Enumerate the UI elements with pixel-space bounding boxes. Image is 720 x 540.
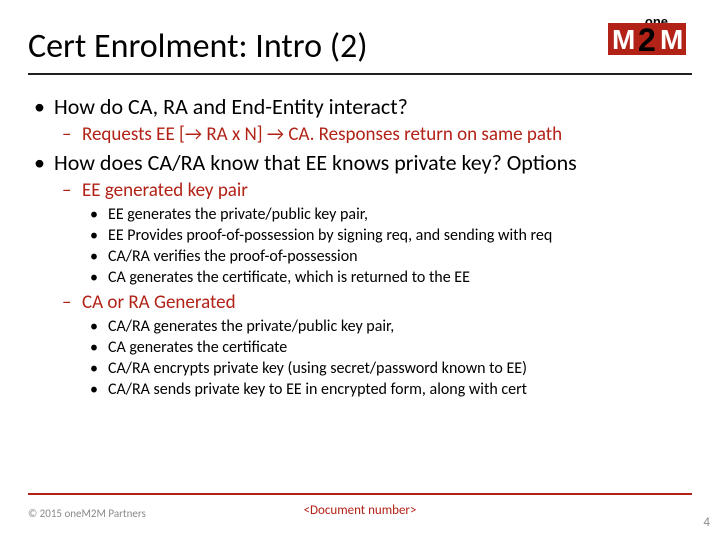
bullet-l2: Requests EE [→ RA x N] → CA. Responses r… (82, 123, 692, 148)
svg-text:2: 2 (638, 22, 656, 58)
bullet-l3: EE generates the private/public key pair… (108, 205, 692, 226)
onem2m-logo: one M M 2 (594, 14, 690, 63)
bullet-l1: How do CA, RA and End-Entity interact? R… (54, 93, 692, 147)
bullet-text: CA/RA generates the private/public key p… (108, 317, 394, 336)
bullet-l3: CA/RA verifies the proof-of-possession (108, 247, 692, 268)
title-underline (28, 73, 692, 75)
copyright-text: © 2015 oneM2M Partners (28, 507, 146, 520)
bullet-text: CA generates the certificate, which is r… (108, 268, 470, 287)
slide-title: Cert Enrolment: Intro (2) (28, 26, 692, 73)
bullet-text: CA/RA verifies the proof-of-possession (108, 247, 358, 266)
bullet-text: EE Provides proof-of-possession by signi… (108, 226, 552, 245)
bullet-text: CA/RA sends private key to EE in encrypt… (108, 380, 527, 399)
bullet-text: CA generates the certificate (108, 338, 287, 357)
svg-text:M: M (612, 24, 635, 55)
bullet-l3: CA/RA generates the private/public key p… (108, 317, 692, 338)
footer: © 2015 oneM2M Partners <Document number>… (0, 493, 720, 522)
bullet-l3: CA/RA encrypts private key (using secret… (108, 359, 692, 380)
bullet-text: EE generates the private/public key pair… (108, 205, 368, 224)
bullet-l1: How does CA/RA know that EE knows privat… (54, 149, 692, 400)
bullet-l3: CA generates the certificate, which is r… (108, 268, 692, 289)
footer-rule (28, 493, 692, 495)
bullet-text: How do CA, RA and End-Entity interact? (54, 93, 408, 120)
bullet-text: EE generated key pair (82, 179, 248, 202)
slide: one M M 2 Cert Enrolment: Intro (2) How … (0, 0, 720, 540)
bullet-text: Requests EE [→ RA x N] → CA. Responses r… (82, 123, 562, 146)
bullet-text: CA/RA encrypts private key (using secret… (108, 359, 527, 378)
svg-text:M: M (660, 24, 683, 55)
bullet-l2: CA or RA Generated CA/RA generates the p… (82, 291, 692, 401)
bullet-l2: EE generated key pair EE generates the p… (82, 179, 692, 289)
page-number: 4 (703, 515, 710, 530)
bullet-text: How does CA/RA know that EE knows privat… (54, 149, 577, 176)
document-number: <Document number> (304, 503, 417, 518)
bullet-text: CA or RA Generated (82, 291, 236, 314)
bullet-list: How do CA, RA and End-Entity interact? R… (28, 93, 692, 400)
bullet-l3: CA generates the certificate (108, 338, 692, 359)
bullet-l3: CA/RA sends private key to EE in encrypt… (108, 380, 692, 401)
bullet-l3: EE Provides proof-of-possession by signi… (108, 226, 692, 247)
